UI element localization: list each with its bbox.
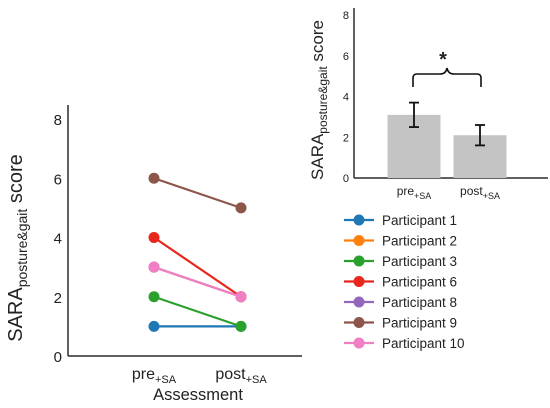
significance-brace — [412, 67, 482, 87]
data-point — [148, 291, 160, 303]
legend-swatch-marker — [353, 214, 365, 226]
significance-marker: * — [439, 49, 447, 71]
bar-ylabel-main: SARA — [308, 133, 327, 180]
line-chart-y-ticks: 0 2 4 6 8 — [54, 112, 62, 366]
line-chart-x-axis-label: Assessment — [153, 386, 243, 404]
bar-x-tick-label: pre+SA — [397, 184, 432, 201]
data-point — [235, 291, 247, 303]
legend-swatch-marker — [353, 337, 365, 349]
line-chart-series — [148, 172, 247, 332]
bar-chart-y-ticks: 0 2 4 6 8 — [343, 10, 349, 185]
line-x-tick-label: pre+SA — [132, 366, 177, 386]
data-point — [235, 320, 247, 332]
line-chart-x-ticks: pre+SA post+SA — [132, 366, 267, 386]
legend-item: Participant 9 — [344, 316, 457, 331]
bar-y-tick-label: 8 — [343, 10, 349, 22]
significance-bracket: * — [412, 49, 482, 87]
series-segment — [153, 236, 242, 298]
line-chart: 0 2 4 6 8 pre+SA post+SA Assessment SARApostu… — [5, 105, 302, 404]
series-line — [148, 261, 247, 303]
legend-item: Participant 3 — [344, 254, 457, 269]
line-y-tick-label: 0 — [54, 349, 62, 366]
bar-y-tick-label: 4 — [343, 92, 349, 104]
legend-swatch-marker — [353, 317, 365, 328]
legend-swatch-marker — [353, 276, 365, 287]
series-line — [148, 172, 247, 214]
legend-item: Participant 2 — [344, 234, 457, 249]
line-x-tick-label: post+SA — [215, 366, 267, 386]
bar-chart-bars — [387, 101, 507, 178]
line-y-tick-label: 8 — [54, 112, 62, 129]
legend-swatch-marker — [353, 296, 365, 308]
bar-chart-x-ticks: pre+SA post+SA — [397, 184, 500, 201]
line-y-tick-label: 4 — [54, 231, 62, 248]
legend-label: Participant 1 — [382, 213, 457, 228]
legend-label: Participant 8 — [382, 295, 457, 310]
series-line — [148, 232, 247, 303]
legend-item: Participant 8 — [344, 295, 457, 310]
legend: Participant 1 Participant 2 Participant 3 P… — [344, 213, 465, 351]
line-y-tick-label: 2 — [54, 290, 62, 307]
bar-y-tick-label: 6 — [343, 51, 349, 63]
legend-label: Participant 3 — [382, 254, 457, 269]
legend-item: Participant 6 — [344, 275, 457, 290]
series-segment — [153, 177, 242, 209]
series-line — [148, 291, 247, 332]
line-ylabel-tail: score — [5, 154, 27, 208]
line-ylabel-sub: posture&gait — [14, 209, 30, 288]
series-segment — [153, 295, 242, 328]
legend-swatch-marker — [353, 235, 365, 246]
line-y-tick-label: 6 — [54, 171, 62, 188]
data-point — [235, 202, 247, 214]
bar-ylabel-tail: score — [308, 20, 327, 66]
series-segment — [153, 266, 242, 298]
legend-label: Participant 10 — [382, 336, 465, 351]
legend-label: Participant 6 — [382, 275, 457, 290]
data-point — [148, 320, 160, 332]
bar-ylabel-sub: posture&gait — [316, 66, 330, 134]
legend-label: Participant 9 — [382, 316, 457, 331]
data-point — [148, 232, 160, 243]
legend-item: Participant 10 — [344, 336, 465, 351]
data-point — [148, 261, 160, 273]
line-chart-y-axis-label: SARAposture&gait score — [5, 154, 30, 342]
legend-swatch-marker — [353, 255, 365, 267]
legend-item: Participant 1 — [344, 213, 457, 228]
line-ylabel-main: SARA — [5, 287, 27, 342]
bar-x-tick-label: post+SA — [460, 184, 500, 201]
data-point — [148, 172, 160, 184]
bar-chart: 0 2 4 6 8 pre+SA post+SA * SARAposture&gait s… — [308, 8, 548, 201]
bar-y-tick-label: 2 — [343, 132, 349, 144]
bar-chart-y-axis-label: SARAposture&gait score — [308, 20, 330, 180]
bar-y-tick-label: 0 — [343, 173, 349, 185]
legend-label: Participant 2 — [382, 234, 457, 249]
